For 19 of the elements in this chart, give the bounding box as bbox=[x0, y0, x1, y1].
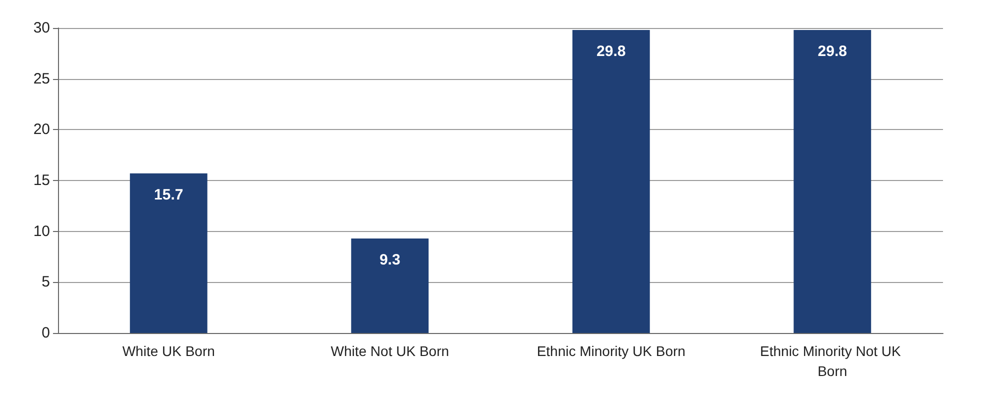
bar bbox=[794, 30, 872, 333]
x-tick-label: White UK Born bbox=[122, 343, 215, 359]
y-tick-label: 5 bbox=[42, 274, 50, 291]
y-tick-label: 0 bbox=[42, 324, 50, 342]
data-label: 29.8 bbox=[596, 43, 626, 60]
data-label: 15.7 bbox=[154, 186, 184, 204]
y-tick-label: 15 bbox=[33, 172, 50, 189]
x-tick-label: White Not UK Born bbox=[330, 343, 450, 359]
bar bbox=[130, 173, 208, 333]
bar bbox=[351, 238, 429, 333]
x-tick-label: Ethnic Minority Not UK Born bbox=[760, 343, 905, 379]
y-tick-label: 25 bbox=[33, 70, 50, 88]
y-tick-label: 20 bbox=[33, 121, 50, 138]
data-label: 29.8 bbox=[818, 43, 847, 60]
y-tick-label: 10 bbox=[33, 222, 50, 240]
y-tick-label: 30 bbox=[33, 20, 50, 36]
x-tick-label: Ethnic Minority UK Born bbox=[536, 343, 686, 359]
data-label: 9.3 bbox=[379, 251, 400, 268]
bar bbox=[572, 30, 650, 333]
